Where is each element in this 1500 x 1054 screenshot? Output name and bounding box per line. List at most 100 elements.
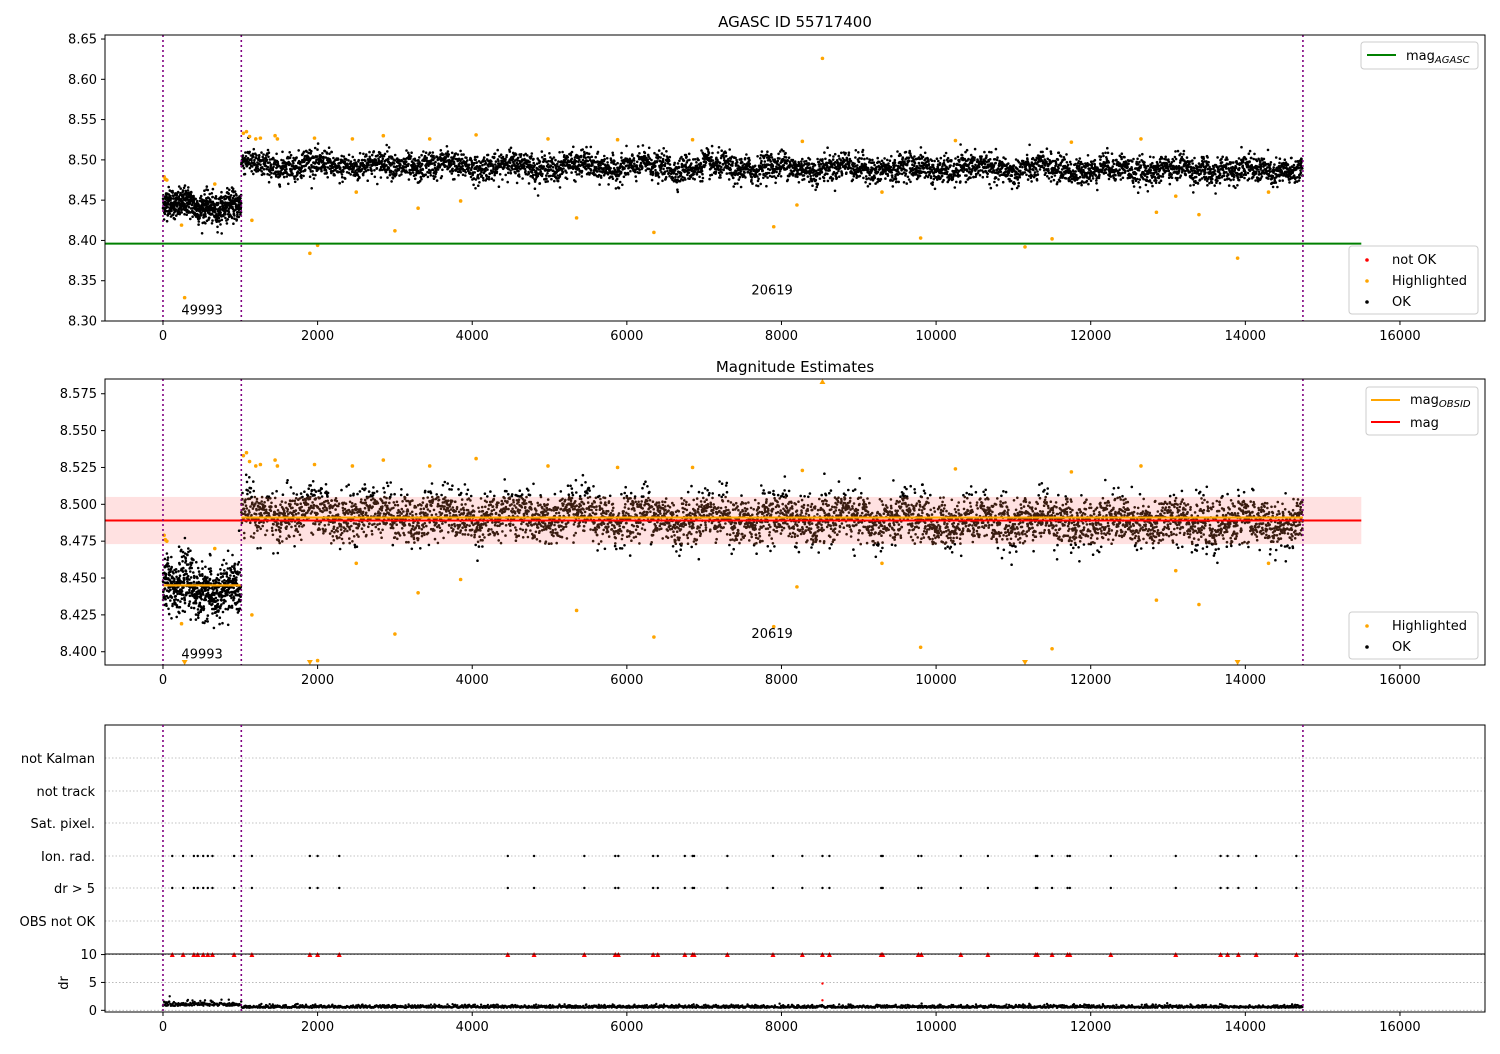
ok-point <box>688 158 691 162</box>
ok-point <box>726 165 730 168</box>
ok-point <box>514 171 517 175</box>
ok-point <box>994 147 998 151</box>
ok-point <box>1046 175 1049 178</box>
ok-point <box>203 193 206 196</box>
ok-point <box>890 154 893 158</box>
ok-point <box>908 149 911 153</box>
ok-point <box>182 186 186 190</box>
ok-point <box>173 205 176 208</box>
ok-point <box>446 150 450 153</box>
ok-point <box>602 168 605 171</box>
ok-point <box>662 160 665 164</box>
ok-point <box>308 175 312 178</box>
ok-point <box>511 168 515 171</box>
ok-point <box>224 216 227 220</box>
ok-point <box>1053 174 1057 177</box>
ok-point <box>173 217 177 221</box>
ok-point <box>1094 174 1098 177</box>
ok-point <box>1069 170 1073 174</box>
ok-point <box>391 176 395 180</box>
ok-point <box>956 155 960 159</box>
ok-point <box>187 205 191 209</box>
ok-point <box>632 159 636 162</box>
ok-point <box>833 189 837 193</box>
ok-point <box>1104 151 1107 155</box>
ok-point <box>826 172 829 176</box>
ok-point <box>358 151 362 155</box>
ok-point <box>657 172 660 175</box>
ok-point <box>720 165 723 169</box>
ok-point <box>236 213 239 216</box>
ok-point <box>969 176 972 180</box>
ok-point <box>1042 155 1045 158</box>
ok-point <box>707 151 711 155</box>
ok-point <box>231 196 235 200</box>
ok-point <box>1021 165 1024 169</box>
agasc-panel-title: AGASC ID 55717400 <box>718 13 872 31</box>
ok-point <box>886 174 890 177</box>
ok-point <box>566 156 570 159</box>
ok-point <box>239 201 243 205</box>
ok-point <box>623 167 626 170</box>
ok-point <box>856 170 860 174</box>
ok-point <box>262 153 265 156</box>
ok-point <box>1007 162 1010 165</box>
ok-point <box>766 150 769 153</box>
ok-point <box>884 177 887 180</box>
ok-point <box>700 169 704 173</box>
ok-point <box>355 162 358 166</box>
ok-point <box>296 178 299 181</box>
ok-point <box>904 172 908 175</box>
ok-point <box>904 150 908 154</box>
ok-point <box>786 178 790 182</box>
ok-point <box>1078 175 1082 179</box>
ok-point <box>405 149 408 152</box>
ok-point <box>476 173 480 177</box>
ok-point <box>475 161 479 164</box>
ok-point <box>595 166 598 169</box>
ok-point <box>873 176 877 180</box>
ok-point <box>965 148 969 152</box>
ok-point <box>609 166 612 170</box>
ok-point <box>938 161 942 165</box>
ok-point <box>589 171 592 175</box>
ok-point <box>324 168 328 172</box>
ok-point <box>226 186 229 190</box>
ok-point <box>747 156 751 160</box>
ok-point <box>231 205 234 209</box>
ok-point <box>1057 151 1061 154</box>
ok-point <box>487 177 491 181</box>
ok-point <box>507 164 511 168</box>
ok-point <box>418 156 421 159</box>
ok-point <box>575 173 579 176</box>
ok-point <box>309 152 313 155</box>
ok-point <box>299 170 303 173</box>
ok-point <box>177 195 181 198</box>
ok-point <box>451 169 455 173</box>
ok-point <box>232 222 235 225</box>
ok-point <box>748 162 751 166</box>
ok-point <box>973 156 976 159</box>
ok-point <box>310 149 313 153</box>
ok-point <box>512 155 516 158</box>
ok-point <box>929 175 933 178</box>
ok-point <box>251 165 254 168</box>
ok-point <box>1080 183 1083 187</box>
ok-point <box>1099 155 1103 158</box>
ok-point <box>211 213 214 216</box>
ok-point <box>743 157 747 160</box>
ok-point <box>1083 176 1086 179</box>
ok-point <box>874 168 878 171</box>
ok-point <box>375 166 379 170</box>
ok-point <box>565 177 569 181</box>
ok-point <box>472 183 475 187</box>
ok-point <box>388 173 392 177</box>
ok-point <box>199 194 203 198</box>
ok-point <box>252 147 256 151</box>
ok-point <box>356 165 359 168</box>
ok-point <box>556 162 559 166</box>
ok-point <box>1055 163 1058 166</box>
ok-point <box>554 158 557 162</box>
ok-point <box>756 175 759 178</box>
ok-point <box>235 218 238 221</box>
